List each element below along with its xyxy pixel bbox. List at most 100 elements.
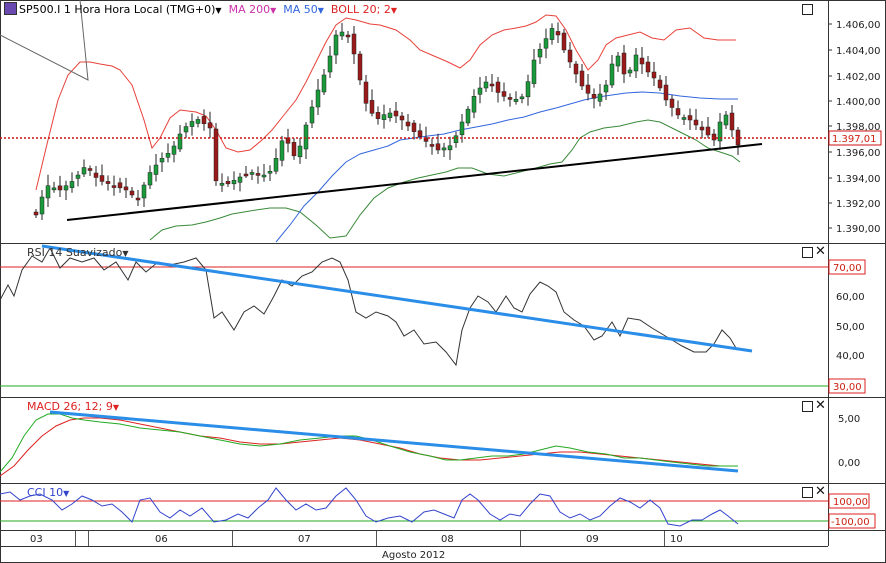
price-tick-label: 1.406,00 <box>836 20 881 31</box>
candle-body <box>573 63 579 75</box>
close-macd-pane-icon[interactable]: ✕ <box>815 398 826 413</box>
candle-body <box>639 57 645 65</box>
macd-signal-line <box>0 417 738 477</box>
candle-body <box>201 116 207 124</box>
candle-body <box>603 84 609 93</box>
date-label-06: 06 <box>155 534 168 545</box>
drawn-line-top-left[interactable] <box>0 0 89 81</box>
candle-body <box>345 34 351 38</box>
candle-body <box>645 61 651 73</box>
candle-body <box>309 106 315 124</box>
candle-body <box>279 140 285 161</box>
macd-axis-5: 5,00 <box>838 414 860 425</box>
rsi-trendline[interactable] <box>41 244 753 353</box>
candle-body <box>177 133 183 150</box>
instrument-icon <box>4 2 17 15</box>
date-label-10: 10 <box>670 534 683 545</box>
month-label: Agosto 2012 <box>382 550 445 561</box>
cci-axis: 100,00 -100,00 <box>828 493 876 529</box>
candle-body <box>699 126 705 131</box>
candle-body <box>93 172 99 178</box>
candle-body <box>81 167 87 175</box>
maximize-cci-pane-icon[interactable] <box>802 487 813 498</box>
candle-body <box>297 145 303 158</box>
ma50-label[interactable]: MA 50 <box>283 3 318 16</box>
candle-body <box>729 112 735 131</box>
candle-body <box>465 108 471 124</box>
candle-body <box>501 91 507 97</box>
rsi-dropdown-icon[interactable]: ▼ <box>122 249 129 258</box>
boll-label[interactable]: BOLL 20; 2 <box>330 3 391 16</box>
close-rsi-pane-icon[interactable]: ✕ <box>815 244 826 259</box>
macd-label[interactable]: MACD 26; 12; 9 <box>27 400 113 413</box>
price-tick-label: 1.398,00 <box>836 122 881 133</box>
candle-body <box>195 119 201 124</box>
candle-body <box>675 108 681 116</box>
candle-body <box>447 145 453 151</box>
price-tick-label: 1.392,00 <box>836 199 881 210</box>
candle-body <box>561 32 567 51</box>
maximize-macd-pane-icon[interactable] <box>802 401 813 412</box>
candle-body <box>375 112 381 119</box>
candle-body <box>369 100 375 114</box>
candle-body <box>363 81 369 104</box>
cci-dropdown-icon[interactable]: ▼ <box>63 489 70 498</box>
candle-body <box>663 84 669 101</box>
price-tick-label: 1.404,00 <box>836 46 881 57</box>
candle-body <box>303 124 309 150</box>
candle-body <box>417 130 423 137</box>
rsi-axis-30: 30,00 <box>833 382 862 393</box>
candle-body <box>111 185 117 188</box>
boll-dropdown-icon[interactable]: ▼ <box>390 6 398 15</box>
candle-body <box>585 84 591 94</box>
candle-body <box>159 158 165 163</box>
candlesticks <box>33 22 741 220</box>
rsi-pane-header: RSI 14 Suavizado▼ <box>27 246 129 259</box>
rsi-label[interactable]: RSI 14 Suavizado <box>27 246 123 259</box>
candle-body <box>63 185 69 191</box>
candle-body <box>381 114 387 120</box>
rsi-axis-40: 40,00 <box>836 351 865 362</box>
candle-body <box>39 196 45 215</box>
candle-body <box>339 31 345 37</box>
candle-body <box>525 81 531 98</box>
candle-body <box>237 176 243 183</box>
support-trendline[interactable] <box>66 143 763 221</box>
ma200-dropdown-icon[interactable]: ▼ <box>270 6 277 15</box>
ma50-dropdown-icon[interactable]: ▼ <box>317 6 324 15</box>
candle-body <box>147 172 153 186</box>
candle-body <box>333 34 339 56</box>
candle-body <box>249 172 255 175</box>
maximize-main-pane-icon[interactable] <box>802 4 813 15</box>
ma200-label[interactable]: MA 200 <box>228 3 271 16</box>
timeframe-dropdown-icon[interactable]: ▼ <box>215 6 222 15</box>
date-label-09: 09 <box>586 534 599 545</box>
close-cci-pane-icon[interactable]: ✕ <box>815 484 826 499</box>
candle-body <box>267 171 273 174</box>
candle-body <box>723 114 729 126</box>
rsi-axis-50: 50,00 <box>836 322 865 333</box>
candle-body <box>627 69 633 74</box>
candle-body <box>489 83 495 87</box>
candle-body <box>207 122 213 129</box>
main-pane-header: SP500.I 1 Hora Hora Local (TMG+0)▼ MA 20… <box>4 2 397 16</box>
candle-body <box>597 93 603 102</box>
candle-body <box>261 174 267 178</box>
candle-body <box>219 183 225 186</box>
macd-dropdown-icon[interactable]: ▼ <box>112 403 120 412</box>
date-label-07: 07 <box>298 534 311 545</box>
candle-body <box>321 74 327 93</box>
candle-body <box>57 185 63 191</box>
candle-body <box>471 96 477 113</box>
cci-label[interactable]: CCI 10 <box>27 486 64 499</box>
macd-trendline[interactable] <box>49 410 739 473</box>
macd-axis: 5,00 0,00 <box>838 414 860 469</box>
candle-body <box>393 110 399 117</box>
ma50-line <box>275 91 738 243</box>
cci-line <box>0 487 739 527</box>
candle-body <box>411 122 417 132</box>
maximize-rsi-pane-icon[interactable] <box>802 247 813 258</box>
timeframe-label[interactable]: 1 Hora Hora Local (TMG+0) <box>63 3 216 16</box>
